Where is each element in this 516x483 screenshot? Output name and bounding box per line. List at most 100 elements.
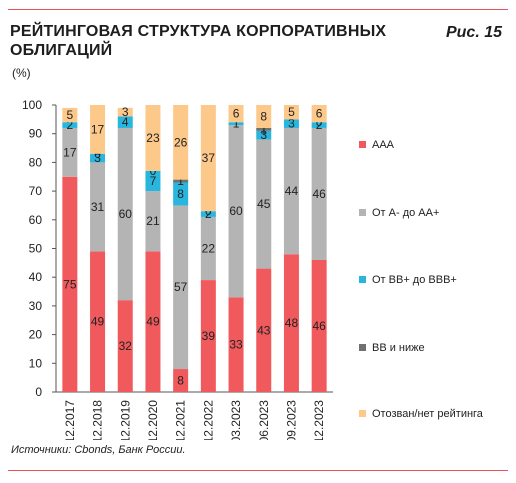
data-label-a_aa: 46	[312, 187, 326, 201]
bar-segment-aaa	[90, 251, 106, 392]
y-tick-label: 90	[29, 127, 43, 141]
bar-segment-bb_bbb	[90, 153, 106, 163]
y-tick-label: 10	[29, 356, 43, 370]
bar-segment-a_aa	[145, 191, 161, 252]
data-label-aaa: 32	[119, 339, 133, 353]
data-label-bb_bbb: 8	[177, 187, 184, 201]
legend-label-aaa: ААА	[372, 139, 395, 151]
data-label-bb_bbb: 3	[94, 151, 101, 165]
bottom-rule	[8, 470, 508, 471]
bar-segment-aaa	[145, 251, 161, 392]
bar-segment-aaa	[311, 259, 327, 392]
data-label-aaa: 39	[202, 329, 216, 343]
data-label-aaa: 8	[177, 374, 184, 388]
stacked-bar-chart: 010203040506070809010075172512.201749313…	[22, 98, 484, 440]
bar-segment-a_aa	[62, 127, 78, 177]
y-tick-label: 30	[29, 299, 43, 313]
data-label-a_aa: 60	[229, 204, 243, 218]
x-tick-label: 09.2023	[284, 400, 298, 440]
data-label-withdrawn: 37	[202, 151, 216, 165]
bar-segment-a_aa	[200, 216, 216, 281]
data-label-bb_bbb: 3	[288, 117, 295, 131]
bar-segment-a_aa	[256, 139, 272, 269]
data-label-a_aa: 45	[257, 197, 271, 211]
bar-segment-withdrawn	[228, 105, 244, 123]
bar-segment-bb_bbb	[62, 122, 78, 128]
x-tick-label: 12.2018	[91, 400, 105, 440]
bar-segment-bb_bbb	[283, 119, 299, 128]
legend-label-bb_lower: ВВ и ниже	[372, 342, 425, 354]
bar-segment-bb_lower	[173, 179, 189, 183]
bar-segment-a_aa	[228, 125, 244, 298]
bar-segment-bb_bbb	[256, 130, 272, 140]
data-label-withdrawn: 23	[146, 131, 160, 145]
bar-segment-a_aa	[283, 127, 299, 255]
legend-swatch-aaa	[359, 141, 366, 148]
x-tick-label: 12.2021	[174, 400, 188, 440]
data-label-a_aa: 22	[202, 242, 216, 256]
data-label-aaa: 46	[312, 319, 326, 333]
bar-segment-aaa	[173, 369, 189, 392]
bar-segment-bb_bbb	[200, 211, 216, 217]
bar-segment-bb_lower	[256, 127, 272, 131]
y-tick-label: 60	[29, 213, 43, 227]
data-label-withdrawn: 17	[91, 122, 105, 136]
data-label-a_aa: 17	[63, 145, 77, 159]
data-label-aaa: 43	[257, 323, 271, 337]
x-tick-label: 12.2020	[146, 400, 160, 440]
data-label-bb_bbb: 2	[67, 118, 74, 132]
legend-swatch-withdrawn	[359, 410, 366, 417]
data-label-withdrawn: 6	[316, 107, 323, 121]
bar-segment-aaa	[62, 176, 78, 392]
data-label-bb_bbb: 1	[233, 117, 240, 131]
data-label-a_aa: 44	[285, 184, 299, 198]
y-tick-label: 50	[29, 242, 43, 256]
data-label-bb_lower: 1	[260, 122, 267, 136]
bar-segment-withdrawn	[145, 105, 161, 172]
data-label-withdrawn: 3	[122, 105, 129, 119]
data-label-withdrawn: 5	[67, 108, 74, 122]
bar-segment-a_aa	[311, 127, 327, 260]
y-tick-label: 80	[29, 155, 43, 169]
data-label-bb_bbb: 2	[316, 118, 323, 132]
chart-title: РЕЙТИНГОВАЯ СТРУКТУРА КОРПОРАТИВНЫХ ОБЛИ…	[10, 22, 386, 60]
x-tick-label: 12.2019	[118, 400, 132, 440]
bar-segment-aaa	[283, 254, 299, 392]
data-label-a_aa: 21	[146, 214, 160, 228]
bar-segment-aaa	[228, 297, 244, 392]
x-tick-label: 12.2017	[63, 400, 77, 440]
data-label-aaa: 48	[285, 316, 299, 330]
data-label-a_aa: 57	[174, 280, 188, 294]
bar-segment-aaa	[117, 300, 133, 392]
bar-segment-withdrawn	[173, 105, 189, 180]
chart-title-line-2: ОБЛИГАЦИЙ	[10, 42, 113, 59]
y-tick-label: 100	[22, 98, 42, 112]
legend-swatch-bb_bbb	[359, 276, 366, 283]
data-label-aaa: 33	[229, 338, 243, 352]
bar-segment-bb_bbb	[228, 122, 244, 126]
x-tick-label: 12.2023	[312, 400, 326, 440]
bar-segment-aaa	[200, 280, 216, 392]
y-tick-label: 40	[29, 270, 43, 284]
bar-segment-bb_bbb	[145, 171, 161, 192]
bar-segment-withdrawn	[256, 105, 272, 128]
data-label-withdrawn: 8	[260, 109, 267, 123]
bar-segment-withdrawn	[200, 105, 216, 212]
bar-segment-aaa	[256, 268, 272, 392]
bar-segment-bb_bbb	[173, 182, 189, 206]
data-label-withdrawn: 26	[174, 135, 188, 149]
top-rule	[8, 9, 508, 10]
legend-label-withdrawn: Отозван/нет рейтинга	[372, 408, 484, 420]
bar-segment-withdrawn	[90, 105, 106, 154]
figure-label: Рис. 15	[445, 24, 502, 41]
source-note: Источники: Cbonds, Банк России.	[11, 444, 186, 456]
legend-label-a_aa: От А- до АА+	[372, 207, 439, 219]
data-label-bb_bbb: 2	[205, 207, 212, 221]
bar-segment-a_aa	[173, 205, 189, 370]
bar-segment-bb_bbb	[117, 116, 133, 128]
x-tick-label: 06.2023	[257, 400, 271, 440]
legend-label-bb_bbb: От ВВ+ до ВВВ+	[372, 274, 457, 286]
data-label-bb_bbb: 3	[260, 128, 267, 142]
bar-segment-withdrawn	[311, 105, 327, 123]
data-label-withdrawn: 5	[288, 105, 295, 119]
